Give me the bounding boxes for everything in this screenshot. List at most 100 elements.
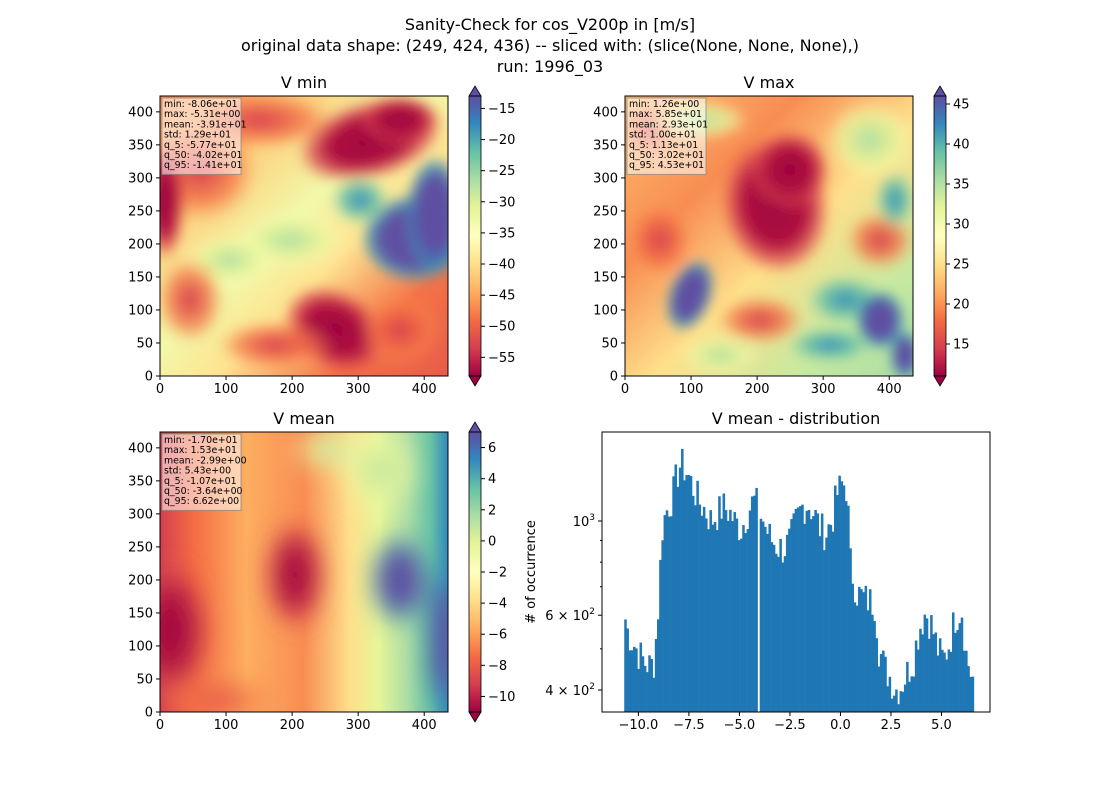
histogram-bar: [906, 661, 909, 712]
histogram-bar: [650, 658, 653, 712]
colorbar-gradient: [934, 96, 946, 376]
y-tick-label: 350: [128, 474, 153, 489]
histogram-bar: [886, 686, 889, 712]
histogram-bar: [884, 656, 887, 712]
histogram-bar: [716, 530, 719, 712]
suptitle: Sanity-Check for cos_V200p in [m/s] orig…: [241, 15, 859, 77]
histogram-bar: [790, 519, 793, 712]
colorbar-extend-max: [468, 421, 482, 433]
colorbar-tick-label: 25: [953, 258, 970, 273]
histogram-bar: [735, 518, 739, 712]
histogram-bar: [941, 649, 944, 712]
stats-line: min: -8.06e+01: [164, 99, 238, 110]
histogram-bar: [927, 638, 931, 712]
histogram-bar: [761, 521, 765, 712]
histogram-bar: [882, 650, 885, 712]
histogram-bar: [766, 533, 769, 712]
histogram-bar: [755, 487, 758, 712]
colorbar-frame: [468, 95, 482, 377]
histogram-bar: [849, 548, 852, 712]
x-tick-label: 100: [214, 718, 239, 733]
vmean-colorbar: −10 −8 −6 −4 −2 0 2 4 6: [468, 421, 515, 723]
histogram-bar: [661, 540, 664, 712]
histogram-bar: [840, 481, 844, 712]
histogram-bar: [897, 704, 900, 712]
histogram-bar: [770, 542, 774, 712]
y-tick-label: 150: [128, 606, 153, 621]
stats-line: std: 1.00e+01: [629, 130, 696, 141]
histogram-bar: [694, 505, 697, 712]
histogram-bar: [663, 515, 667, 712]
histogram-bar: [632, 646, 636, 712]
histogram-bar: [836, 495, 839, 712]
x-tick-label: 5.0: [931, 718, 952, 733]
histogram-bar: [624, 619, 627, 712]
x-tick-label: 200: [280, 382, 305, 397]
colorbar-gradient: [469, 432, 481, 712]
y-tick-label: 50: [601, 336, 618, 351]
histogram-bar: [818, 536, 822, 712]
histogram-bar: [934, 632, 938, 712]
x-tick-label: 0: [156, 382, 164, 397]
histogram-bar: [796, 507, 800, 712]
x-tick-label: 400: [877, 382, 902, 397]
vmin-colorbar: −55 −50 −45 −40 −35 −30 −25 −20 −15: [468, 85, 515, 387]
histogram-bar: [855, 605, 859, 712]
x-tick-label: −10.0: [618, 718, 658, 733]
histogram-bar: [764, 526, 767, 712]
histogram-bar: [635, 648, 638, 712]
y-tick-label: 103: [573, 513, 595, 530]
vmax-axes: 0 100 200 300 400 0 50 100 150 200 250 300 350 400: [593, 105, 901, 397]
suptitle-line-2: original data shape: (249, 424, 436) -- …: [241, 36, 859, 55]
histogram-bar: [860, 589, 863, 712]
histogram-bar: [750, 496, 754, 712]
colorbar-tick-label: −40: [488, 258, 515, 273]
x-tick-label: 200: [745, 382, 770, 397]
x-tick-label: 0: [621, 382, 629, 397]
histogram-bar: [965, 650, 968, 712]
histogram-bar: [890, 698, 894, 712]
panel-vmin: V min 0 100 200 300 400 0 50 100 150 200 250: [128, 73, 515, 397]
x-tick-label: 0.0: [830, 718, 851, 733]
colorbar-tick-label: 0: [488, 534, 496, 549]
histogram-bar: [827, 524, 830, 712]
x-tick-label: 300: [346, 382, 371, 397]
histogram-bar: [969, 676, 972, 712]
histogram-bar: [936, 655, 940, 712]
histogram-bar: [923, 614, 927, 712]
y-tick-label: 50: [136, 336, 153, 351]
histogram-bar: [785, 534, 789, 712]
stats-box-background: [161, 433, 242, 511]
histogram-bar: [862, 592, 865, 712]
stats-box-background: [161, 97, 242, 175]
histogram-bar: [956, 630, 959, 712]
colorbar-tick-label: 40: [953, 138, 970, 153]
histogram-bar: [868, 589, 872, 712]
colorbar-tick-label: −45: [488, 289, 515, 304]
histogram-bar: [877, 666, 881, 712]
histogram-bar: [698, 504, 702, 712]
histogram-bar: [875, 638, 879, 712]
y-tick-label: 0: [145, 370, 153, 385]
y-tick-label: 250: [128, 204, 153, 219]
suptitle-line-1: Sanity-Check for cos_V200p in [m/s]: [405, 15, 695, 35]
colorbar-frame: [933, 95, 947, 377]
histogram-bar: [641, 656, 645, 712]
x-tick-label: 2.5: [881, 718, 902, 733]
histogram-bar: [648, 655, 651, 712]
colorbar-tick-label: 2: [488, 503, 496, 518]
stats-line: max: 5.85e+01: [629, 109, 702, 120]
histogram-bar: [707, 529, 710, 712]
y-tick-label: 200: [128, 573, 153, 588]
y-tick-label: 50: [136, 672, 153, 687]
colorbar-tick-label: −25: [488, 164, 515, 179]
histogram-bar: [971, 676, 975, 712]
colorbar-tick-label: 4: [488, 472, 496, 487]
histogram-bar: [809, 519, 813, 712]
x-tick-label: −2.5: [774, 718, 806, 733]
histogram-bar: [833, 485, 837, 712]
x-tick-label: −5.0: [724, 718, 756, 733]
histogram-bar: [691, 495, 695, 712]
histogram-bar: [781, 562, 785, 712]
